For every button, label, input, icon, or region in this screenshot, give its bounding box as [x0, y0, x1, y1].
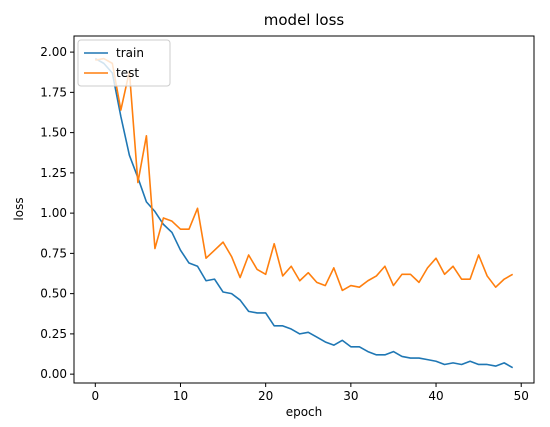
legend-label-train: train	[116, 46, 144, 60]
plot-frame	[73, 35, 535, 384]
series-line-test	[95, 57, 514, 292]
series-layer	[94, 57, 514, 369]
y-tick-label: 1.50	[40, 126, 67, 140]
y-tick-label: 1.25	[40, 166, 67, 180]
legend-label-test: test	[116, 66, 139, 80]
legend: train test	[77, 39, 171, 87]
y-tick-label: 1.00	[40, 206, 67, 220]
legend-box	[77, 39, 171, 87]
y-axis-label: loss	[12, 197, 26, 220]
chart-title: model loss	[264, 11, 345, 29]
y-tick-label: 0.50	[40, 287, 67, 301]
x-tick-label: 40	[428, 389, 443, 403]
series-line-train	[94, 57, 514, 369]
y-axis-ticks: 0.00 0.25 0.50 0.75 1.00 1.25 1.50 1.75 2.00	[40, 45, 74, 381]
x-tick-label: 20	[258, 389, 273, 403]
x-tick-label: 30	[343, 389, 358, 403]
x-tick-label: 10	[173, 389, 188, 403]
x-tick-label: 50	[514, 389, 529, 403]
x-tick-label: 0	[91, 389, 99, 403]
y-tick-label: 2.00	[40, 45, 67, 59]
y-tick-label: 0.25	[40, 327, 67, 341]
x-axis-ticks: 0 10 20 30 40 50	[91, 383, 529, 403]
y-tick-label: 0.00	[40, 367, 67, 381]
y-tick-label: 1.75	[40, 85, 67, 99]
y-tick-label: 0.75	[40, 246, 67, 260]
x-axis-label: epoch	[286, 405, 323, 419]
